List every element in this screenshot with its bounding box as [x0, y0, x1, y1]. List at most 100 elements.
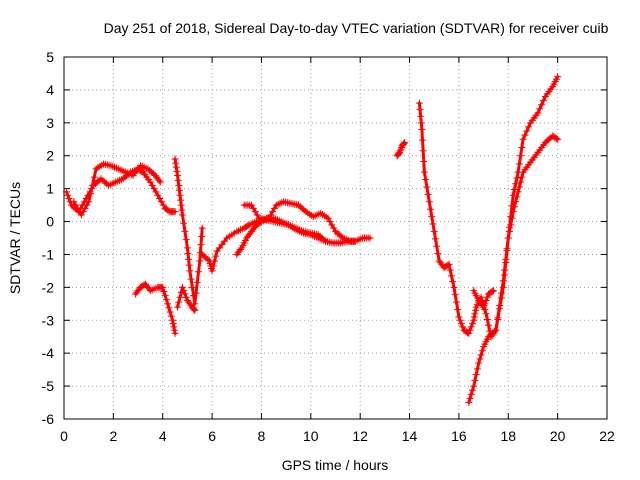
data-point-marker [399, 140, 407, 148]
data-point-marker [212, 252, 220, 260]
data-point-marker [64, 191, 72, 199]
data-point-marker [470, 382, 478, 390]
data-point-marker [174, 303, 182, 311]
data-point-marker [172, 159, 180, 167]
x-tick-label: 2 [109, 428, 117, 444]
series-arc-7 [233, 198, 359, 258]
y-tick-label: 1 [46, 181, 54, 197]
data-point-marker [456, 316, 464, 324]
data-point-marker [503, 246, 511, 254]
data-point-marker [182, 293, 190, 301]
y-tick-label: -5 [42, 378, 55, 394]
y-tick-label: 0 [46, 214, 54, 230]
data-point-marker [167, 312, 175, 320]
data-point-marker [396, 147, 404, 155]
x-tick-label: 0 [60, 428, 68, 444]
data-point-marker [523, 127, 531, 135]
y-tick-label: 2 [46, 148, 54, 164]
x-tick-label: 14 [402, 428, 418, 444]
data-point-marker [471, 310, 479, 318]
data-point-marker [515, 183, 523, 191]
series-arc-2 [70, 160, 164, 219]
data-point-marker [90, 173, 98, 181]
data-point-marker [171, 155, 179, 163]
data-point-marker [176, 191, 184, 199]
data-point-marker [169, 316, 177, 324]
data-point-marker [430, 227, 438, 235]
data-point-marker [455, 313, 463, 321]
data-point-marker [485, 321, 493, 329]
series-arc-9 [393, 139, 409, 160]
x-tick-label: 6 [208, 428, 216, 444]
data-point-marker [175, 181, 183, 189]
data-point-marker [483, 293, 491, 301]
data-point-marker [504, 234, 512, 242]
data-point-marker [539, 97, 547, 105]
y-tick-label: 4 [46, 82, 54, 98]
data-point-marker [65, 195, 73, 203]
data-point-marker [521, 131, 529, 139]
data-point-marker [190, 305, 198, 313]
data-point-marker [525, 123, 533, 131]
data-point-marker [193, 278, 201, 286]
data-point-marker [459, 323, 467, 331]
data-point-marker [183, 244, 191, 252]
data-point-marker [536, 105, 544, 113]
y-tick-label: -3 [42, 312, 55, 328]
data-point-marker [170, 326, 178, 334]
data-point-marker [195, 268, 203, 276]
data-point-marker [466, 326, 474, 334]
data-point-marker [494, 315, 502, 323]
y-axis-label: SDTVAR / TECUs [7, 182, 23, 294]
data-point-marker [244, 222, 252, 230]
data-point-marker [482, 310, 490, 318]
data-point-marker [184, 250, 192, 258]
y-tick-label: -4 [42, 345, 55, 361]
series-arc-11 [465, 73, 562, 407]
data-point-marker [427, 205, 435, 213]
data-point-marker [162, 296, 170, 304]
data-point-marker [401, 139, 409, 147]
series-arc-12 [470, 287, 497, 311]
data-point-marker [468, 386, 476, 394]
data-point-marker [489, 287, 497, 295]
data-point-marker [477, 351, 485, 359]
data-point-marker [177, 196, 185, 204]
data-point-marker [171, 208, 179, 216]
data-point-marker [165, 304, 173, 312]
data-point-marker [420, 157, 428, 165]
data-point-marker [188, 283, 196, 291]
data-point-marker [468, 320, 476, 328]
data-point-marker [515, 160, 523, 168]
data-point-marker [482, 297, 490, 305]
data-point-marker [351, 237, 359, 245]
data-point-marker [397, 145, 405, 153]
grid-layer [64, 57, 607, 419]
data-point-marker [176, 293, 184, 301]
data-point-marker [173, 167, 181, 175]
x-tick-label: 4 [159, 428, 167, 444]
data-point-marker [552, 134, 560, 142]
data-point-marker [448, 272, 456, 280]
x-axis-label: GPS time / hours [282, 457, 389, 473]
y-tick-label: 5 [46, 49, 54, 65]
data-point-marker [366, 234, 374, 242]
data-point-marker [517, 152, 525, 160]
data-point-marker [160, 287, 168, 295]
data-point-marker [415, 99, 423, 107]
data-point-marker [174, 176, 182, 184]
data-point-marker [452, 298, 460, 306]
data-point-marker [517, 178, 525, 186]
data-point-marker [518, 173, 526, 181]
data-point-marker [185, 255, 193, 263]
data-point-marker [416, 106, 424, 114]
data-point-marker [169, 320, 177, 328]
data-point-marker [513, 193, 521, 201]
data-point-marker [488, 287, 496, 295]
data-point-marker [182, 236, 190, 244]
data-point-marker [400, 139, 408, 147]
data-point-marker [198, 232, 206, 240]
x-tick-label: 12 [352, 428, 368, 444]
data-point-marker [476, 355, 484, 363]
data-point-marker [431, 235, 439, 243]
